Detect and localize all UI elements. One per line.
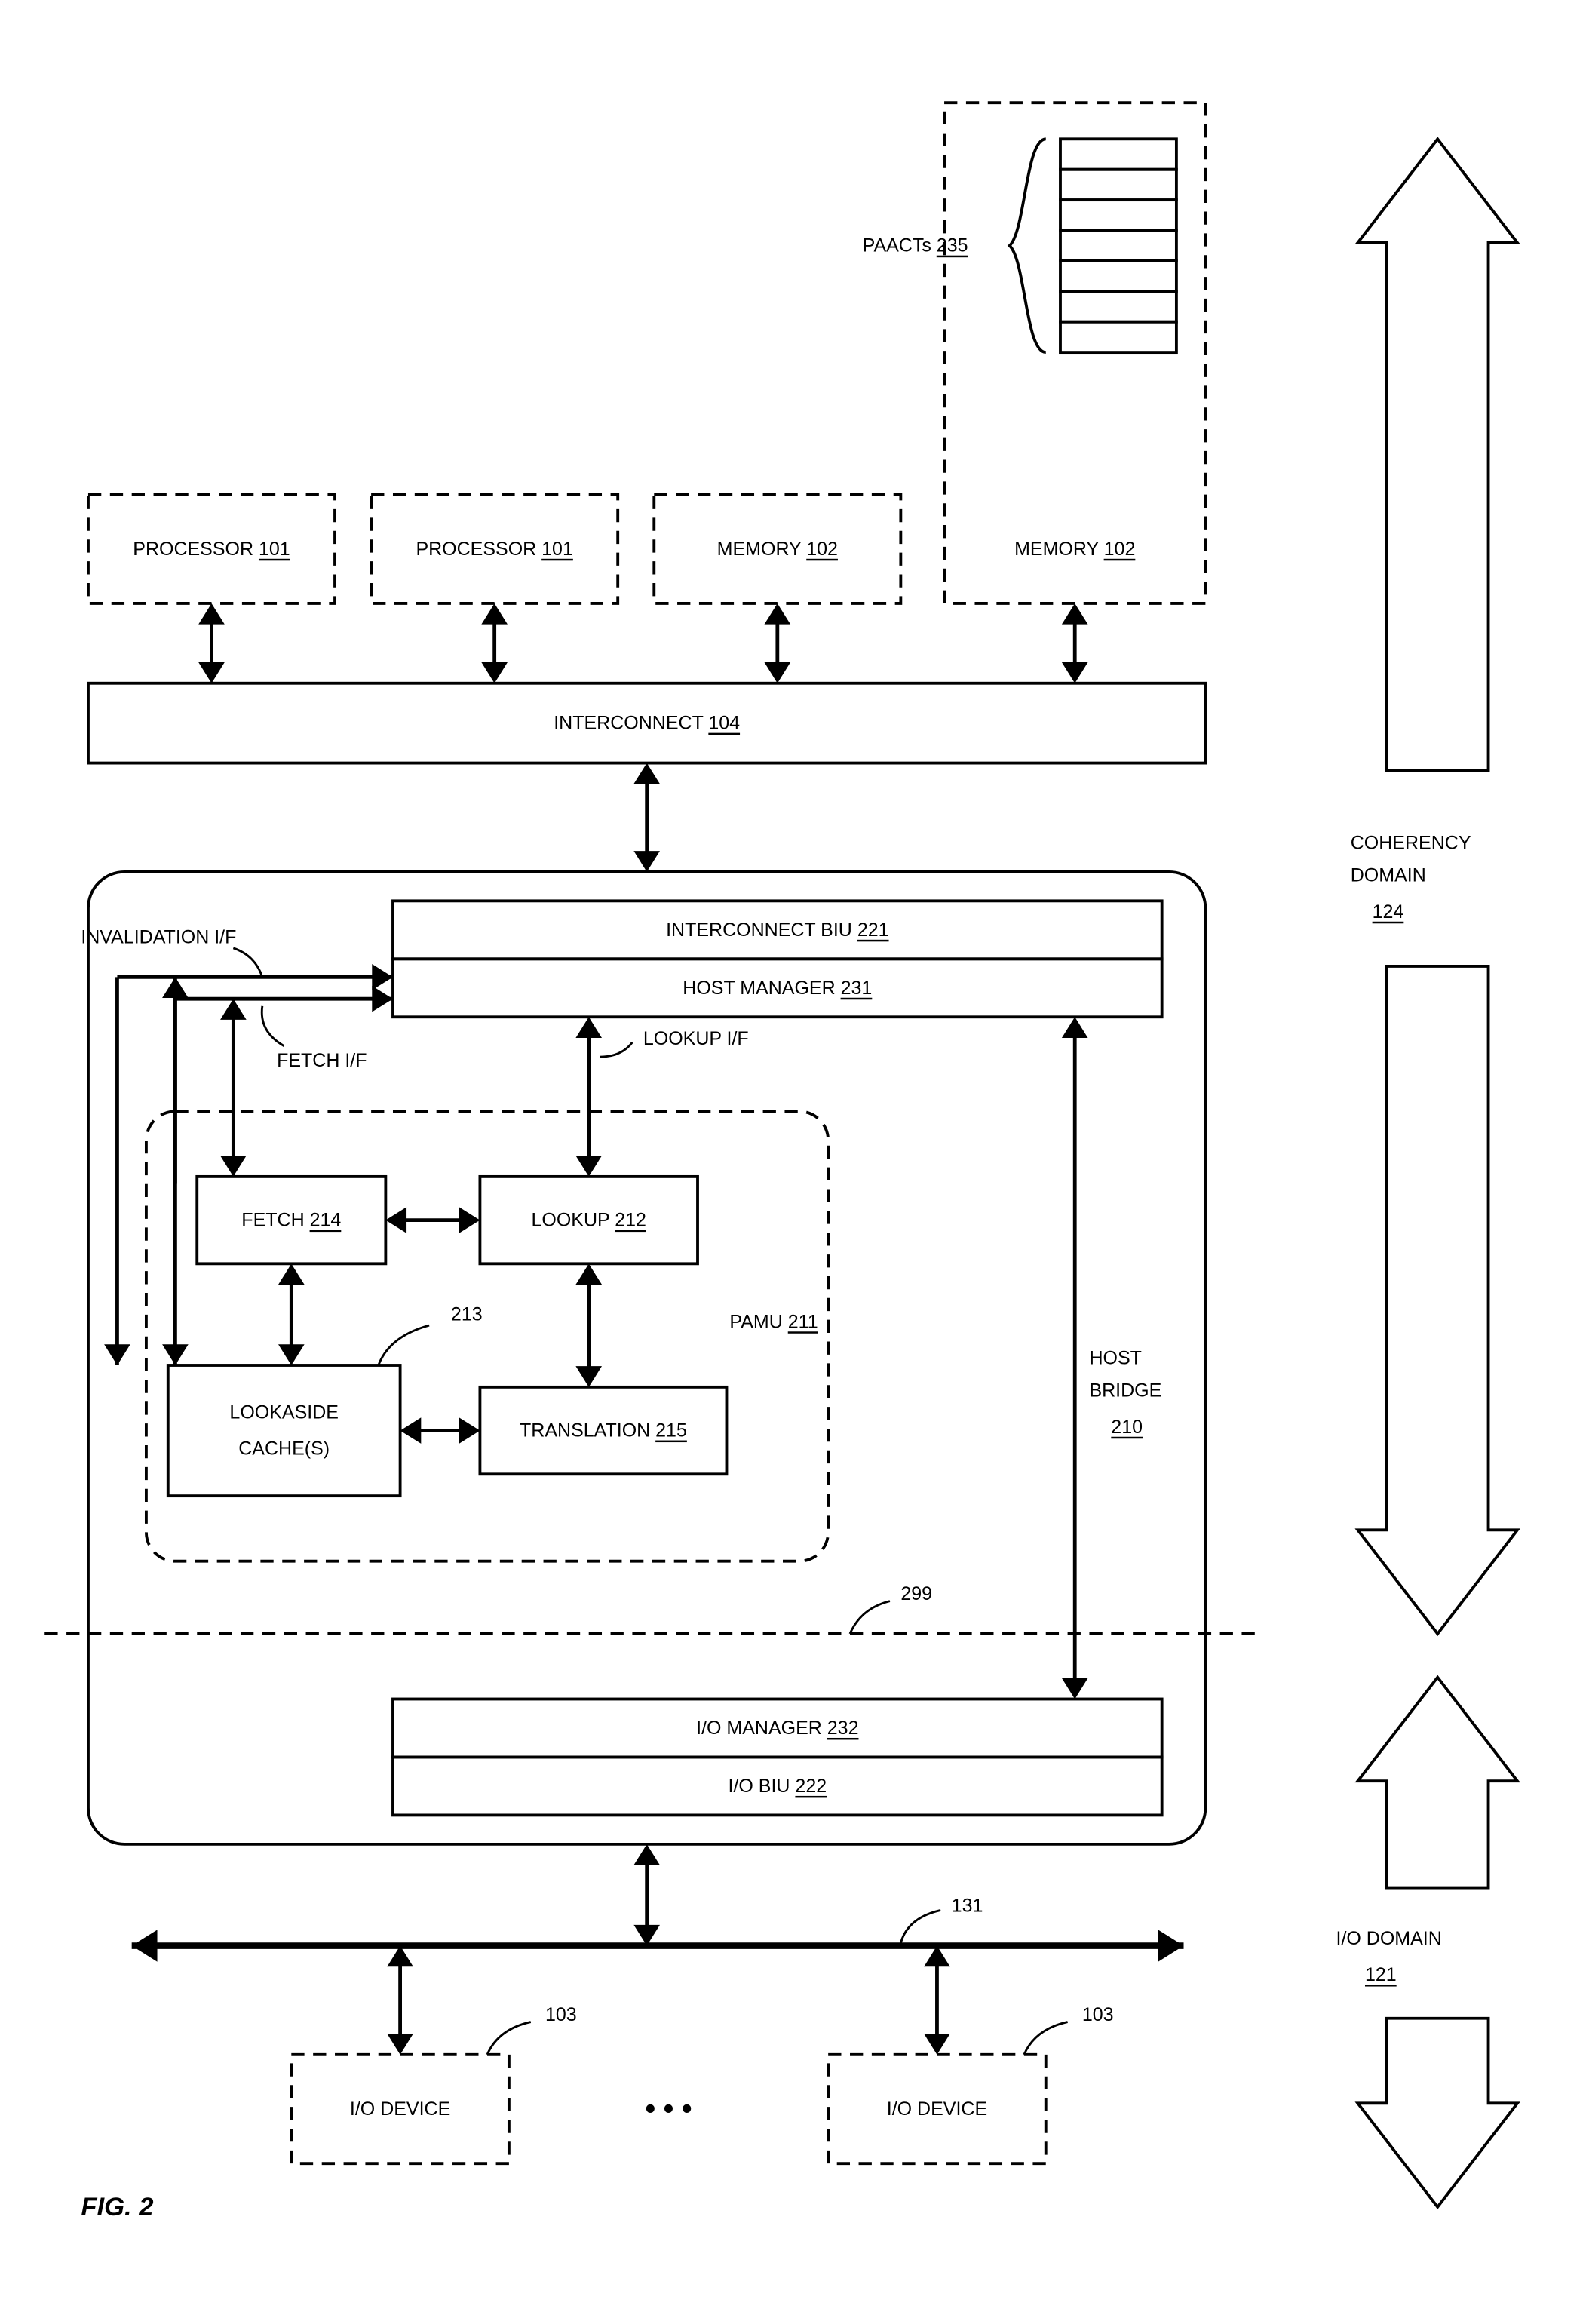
svg-text:PROCESSOR 101: PROCESSOR 101 — [416, 539, 572, 560]
svg-text:HOST: HOST — [1089, 1347, 1141, 1368]
svg-text:BRIDGE: BRIDGE — [1089, 1380, 1161, 1401]
svg-text:FETCH 214: FETCH 214 — [241, 1210, 341, 1231]
svg-text:LOOKUP I/F: LOOKUP I/F — [643, 1028, 749, 1049]
svg-text:299: 299 — [900, 1583, 932, 1604]
svg-text:COHERENCY: COHERENCY — [1351, 832, 1471, 853]
svg-text:• • •: • • • — [646, 2092, 692, 2125]
svg-text:124: 124 — [1373, 901, 1404, 923]
architecture-diagram: PAACTs 235 PROCESSOR 101 PROCESSOR 101 MEMO… — [30, 30, 1556, 2266]
svg-text:I/O MANAGER 232: I/O MANAGER 232 — [696, 1718, 858, 1739]
svg-text:TRANSLATION 215: TRANSLATION 215 — [520, 1420, 687, 1441]
svg-text:DOMAIN: DOMAIN — [1351, 865, 1426, 886]
svg-text:121: 121 — [1365, 1964, 1397, 1985]
svg-text:103: 103 — [545, 2004, 577, 2025]
svg-text:INTERCONNECT 104: INTERCONNECT 104 — [554, 713, 740, 734]
svg-text:HOST MANAGER 231: HOST MANAGER 231 — [683, 978, 872, 999]
figure-label: FIG. 2 — [81, 2193, 153, 2221]
svg-text:FETCH I/F: FETCH I/F — [277, 1050, 367, 1071]
svg-text:PROCESSOR 101: PROCESSOR 101 — [133, 539, 290, 560]
svg-text:INVALIDATION I/F: INVALIDATION I/F — [81, 926, 236, 947]
svg-text:CACHE(S): CACHE(S) — [238, 1438, 330, 1460]
svg-text:I/O DOMAIN: I/O DOMAIN — [1336, 1928, 1442, 1949]
svg-text:LOOKASIDE: LOOKASIDE — [229, 1402, 339, 1423]
svg-text:210: 210 — [1111, 1417, 1143, 1438]
svg-text:PAACTs 235: PAACTs 235 — [863, 235, 968, 256]
svg-text:I/O DEVICE: I/O DEVICE — [887, 2098, 987, 2120]
svg-text:PAMU 211: PAMU 211 — [729, 1311, 818, 1332]
svg-text:213: 213 — [451, 1304, 483, 1325]
svg-text:MEMORY 102: MEMORY 102 — [717, 539, 838, 560]
svg-text:103: 103 — [1082, 2004, 1114, 2025]
svg-text:I/O DEVICE: I/O DEVICE — [350, 2098, 450, 2120]
svg-text:I/O BIU 222: I/O BIU 222 — [729, 1776, 827, 1797]
svg-text:131: 131 — [952, 1896, 983, 1917]
svg-text:LOOKUP 212: LOOKUP 212 — [531, 1210, 646, 1231]
svg-text:MEMORY 102: MEMORY 102 — [1014, 539, 1135, 560]
svg-text:INTERCONNECT BIU 221: INTERCONNECT BIU 221 — [666, 919, 888, 941]
